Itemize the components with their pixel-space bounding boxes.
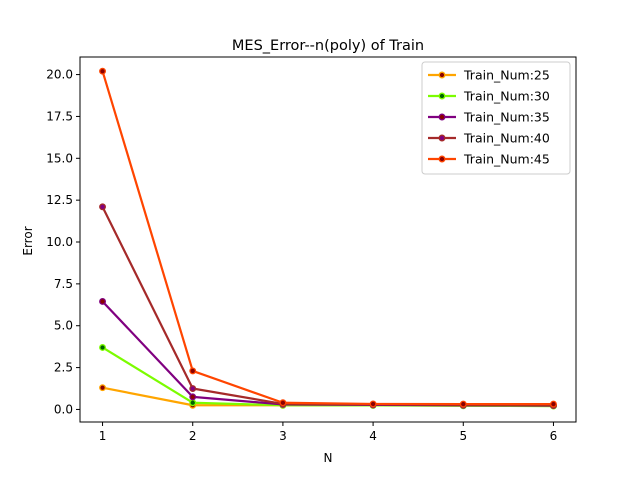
x-axis-label: N [324, 451, 333, 465]
ticks-layer: 1 2 3 4 5 6 0.0 2.5 5.0 7.5 10.0 12.5 15.0 17.5 20.0 [46, 68, 557, 443]
chart-title: MES_Error--n(poly) of Train [232, 38, 424, 54]
x-tick-label: 1 [99, 429, 107, 443]
legend-marker [438, 92, 446, 100]
x-tick-label: 2 [189, 429, 197, 443]
series-line [101, 346, 554, 408]
y-tick-label: 17.5 [46, 109, 73, 123]
legend: Train_Num:25 Train_Num:30 Train_Num:35 Trai… [421, 61, 571, 175]
y-tick-label: 5.0 [54, 319, 73, 333]
data-point [189, 399, 197, 407]
data-point [99, 297, 106, 305]
data-point [189, 393, 197, 401]
data-point [189, 385, 197, 392]
x-tick-label: 6 [550, 429, 558, 443]
y-axis-label: Error [21, 226, 35, 255]
legend-label: Train_Num:30 [463, 89, 550, 104]
series-line [101, 70, 554, 406]
legend-box [421, 61, 571, 175]
data-point [99, 203, 106, 211]
x-tick-label: 5 [459, 429, 467, 443]
y-tick-label: 7.5 [54, 277, 73, 291]
data-point [550, 400, 557, 408]
data-point [189, 367, 197, 375]
y-tick-label: 10.0 [46, 235, 73, 249]
data-point [459, 400, 467, 408]
x-tick-label: 4 [369, 429, 377, 443]
legend-label: Train_Num:35 [463, 110, 550, 125]
legend-label: Train_Num:40 [463, 131, 550, 146]
y-tick-label: 20.0 [46, 68, 73, 82]
y-tick-label: 0.0 [54, 402, 73, 416]
data-point [99, 384, 106, 392]
legend-marker [438, 155, 446, 163]
legend-label: Train_Num:25 [463, 68, 550, 83]
legend-marker [438, 134, 446, 142]
data-point [99, 67, 106, 75]
lines-layer [99, 67, 557, 410]
x-tick-label: 3 [279, 429, 287, 443]
y-tick-label: 15.0 [46, 151, 73, 165]
legend-label: Train_Num:45 [463, 152, 550, 167]
series-line [101, 206, 554, 407]
data-point [279, 399, 287, 407]
legend-marker [438, 113, 446, 121]
y-tick-label: 12.5 [46, 193, 73, 207]
y-tick-label: 2.5 [54, 361, 73, 375]
legend-marker [438, 71, 446, 79]
data-point [99, 344, 106, 351]
plot-frame [79, 56, 577, 423]
data-point [369, 400, 377, 408]
